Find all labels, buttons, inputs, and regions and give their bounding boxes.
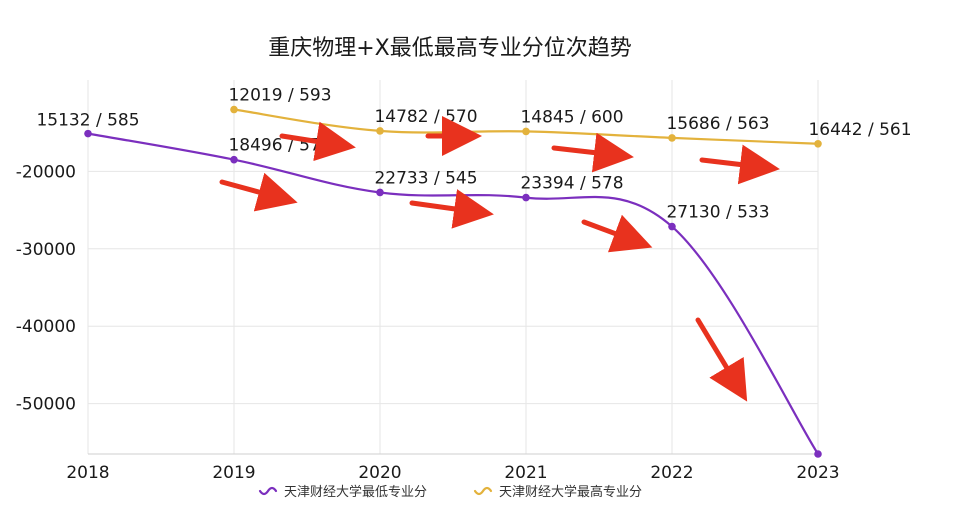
data-label: 23394 / 578 bbox=[520, 174, 623, 194]
chart-title: 重庆物理+X最低最高专业分位次趋势 bbox=[268, 36, 632, 61]
data-point bbox=[814, 450, 822, 458]
trend-arrow bbox=[551, 132, 634, 173]
data-point bbox=[668, 134, 676, 142]
x-tick-label: 2018 bbox=[66, 463, 109, 483]
data-label: 18496 / 573 bbox=[228, 136, 331, 156]
data-label: 12019 / 593 bbox=[228, 86, 331, 106]
trend-arrow bbox=[581, 214, 653, 253]
data-label: 16442 / 561 bbox=[808, 120, 911, 140]
data-point bbox=[376, 127, 384, 135]
x-tick-label: 2022 bbox=[650, 463, 693, 483]
series-lines bbox=[84, 105, 822, 458]
x-tick-label: 2019 bbox=[212, 463, 255, 483]
y-tick-label: -50000 bbox=[16, 395, 76, 415]
data-point bbox=[230, 155, 238, 164]
data-labels: 15132 / 585 18496 / 573 22733 / 545 23394 /… bbox=[36, 86, 911, 223]
trend-arrow bbox=[695, 317, 748, 402]
data-label: 22733 / 545 bbox=[374, 168, 477, 188]
trend-arrow bbox=[699, 144, 780, 185]
data-point bbox=[814, 139, 822, 148]
axes: -20000 -30000 -40000 -50000 2018 2019 2020 2021… bbox=[16, 162, 840, 483]
legend: 天津财经大学最低专业分 天津财经大学最高专业分 bbox=[258, 484, 642, 500]
data-point bbox=[376, 188, 384, 197]
data-label: 14782 / 570 bbox=[374, 107, 477, 127]
x-tick-label: 2023 bbox=[796, 463, 839, 483]
data-label: 15686 / 563 bbox=[666, 114, 769, 134]
data-point bbox=[522, 193, 530, 202]
y-tick-label: -40000 bbox=[16, 317, 76, 337]
trend-arrow bbox=[409, 189, 494, 229]
trend-arrow bbox=[219, 172, 298, 212]
legend-swatch bbox=[258, 486, 278, 496]
legend-label: 天津财经大学最低专业分 bbox=[284, 484, 427, 500]
data-point bbox=[522, 127, 530, 136]
trend-arrow bbox=[279, 121, 356, 162]
grid-lines bbox=[87, 80, 819, 454]
data-point bbox=[230, 105, 238, 114]
y-tick-label: -20000 bbox=[16, 162, 76, 182]
trend-arrows bbox=[219, 116, 780, 402]
y-tick-label: -30000 bbox=[16, 240, 76, 260]
data-label: 15132 / 585 bbox=[36, 111, 139, 131]
legend-swatch bbox=[473, 486, 493, 496]
data-label: 14845 / 600 bbox=[520, 107, 623, 127]
data-point bbox=[84, 129, 92, 138]
data-point bbox=[668, 222, 676, 231]
x-tick-label: 2021 bbox=[504, 463, 547, 483]
x-tick-label: 2020 bbox=[358, 463, 401, 483]
data-label: 27130 / 533 bbox=[666, 203, 769, 223]
legend-label: 天津财经大学最高专业分 bbox=[499, 484, 642, 500]
